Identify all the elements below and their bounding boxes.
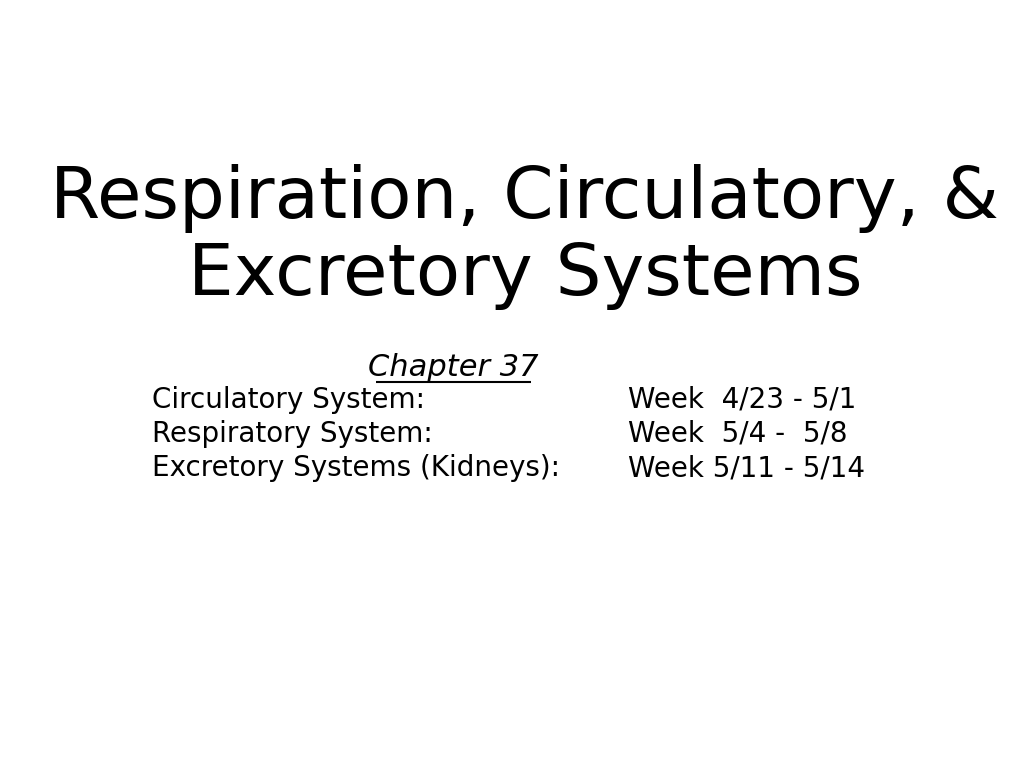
Text: Week  4/23 - 5/1: Week 4/23 - 5/1 bbox=[628, 386, 856, 414]
Text: Chapter 37: Chapter 37 bbox=[368, 353, 539, 382]
Text: Excretory Systems: Excretory Systems bbox=[187, 241, 862, 310]
Text: Week  5/4 -  5/8: Week 5/4 - 5/8 bbox=[628, 420, 848, 448]
Text: Week 5/11 - 5/14: Week 5/11 - 5/14 bbox=[628, 454, 865, 482]
Text: Circulatory System:: Circulatory System: bbox=[152, 386, 425, 414]
Text: Respiration, Circulatory, &: Respiration, Circulatory, & bbox=[50, 164, 999, 233]
Text: Respiratory System:: Respiratory System: bbox=[152, 420, 432, 448]
Text: Excretory Systems (Kidneys):: Excretory Systems (Kidneys): bbox=[152, 454, 560, 482]
